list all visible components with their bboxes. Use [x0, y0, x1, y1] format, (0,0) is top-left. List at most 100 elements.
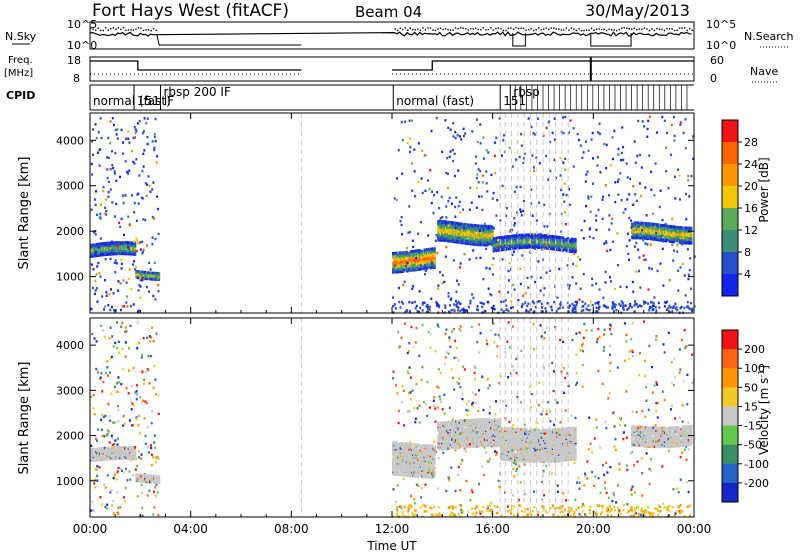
echo-scatter: [681, 243, 684, 246]
echo-cell: [142, 270, 146, 274]
echo-ground: [598, 305, 601, 308]
echo-scatter: [94, 253, 97, 256]
echo-scatter: [104, 505, 107, 509]
echo-scatter: [546, 326, 549, 329]
echo-scatter: [516, 211, 519, 214]
echo-scatter: [672, 488, 675, 491]
echo-cell: [487, 224, 490, 228]
echo-scatter: [498, 335, 501, 339]
echo-scatter: [418, 354, 421, 358]
echo-cell: [464, 229, 468, 233]
echo-scatter: [625, 244, 628, 248]
echo-scatter: [593, 437, 596, 440]
echo-cell: [536, 233, 539, 237]
echo-cell: [568, 244, 571, 248]
echo-ground: [407, 505, 410, 509]
nsearch-dot: [683, 27, 686, 29]
echo-cell: [134, 251, 137, 255]
echo-scatter: [122, 279, 125, 282]
echo-cell: [643, 223, 646, 226]
echo-scatter: [111, 443, 114, 447]
echo-scatter: [459, 325, 462, 328]
echo-scatter: [602, 296, 605, 300]
echo-cell: [91, 243, 94, 247]
echo-scatter: [662, 284, 665, 287]
echo-cell: [418, 249, 421, 252]
echo-scatter: [667, 449, 670, 453]
echo-scatter: [94, 279, 97, 282]
echo-scatter: [96, 265, 99, 268]
echo-ground: [521, 305, 524, 308]
echo-scatter: [613, 425, 616, 428]
nsearch-dot: [439, 27, 442, 29]
echo-cell: [665, 224, 668, 228]
echo-cell: [429, 266, 432, 270]
echo-scatter: [679, 478, 682, 481]
echo-scatter: [407, 350, 410, 353]
echo-scatter: [545, 126, 548, 130]
echo-scatter: [132, 303, 135, 306]
echo-cell: [98, 242, 102, 246]
echo-scatter: [559, 338, 562, 342]
echo-cell: [537, 245, 541, 248]
echo-scatter: [638, 182, 641, 185]
echo-scatter: [132, 366, 135, 370]
echo-scatter: [543, 494, 546, 497]
echo-scatter: [595, 219, 598, 222]
echo-ground: [559, 303, 562, 306]
echo-scatter: [119, 467, 122, 471]
echo-cell: [662, 238, 665, 241]
echo-cell: [639, 236, 643, 240]
cpid-label: CPID: [6, 89, 35, 102]
echo-scatter: [119, 506, 122, 509]
nsearch-dot: [648, 29, 651, 32]
echo-scatter: [687, 174, 690, 178]
echo-ground: [559, 511, 562, 514]
echo-cell: [653, 236, 656, 240]
echo-ground: [483, 310, 486, 314]
echo-scatter: [578, 513, 581, 516]
echo-scatter: [562, 116, 565, 119]
echo-scatter: [576, 132, 579, 136]
echo-cell: [413, 263, 416, 267]
echo-scatter: [632, 290, 635, 293]
echo-scatter: [585, 329, 588, 332]
echo-scatter: [571, 338, 574, 342]
echo-cell: [545, 247, 548, 250]
echo-scatter: [415, 483, 418, 487]
echo-scatter: [612, 157, 615, 161]
nsearch-dot: [107, 29, 110, 31]
echo-scatter: [559, 174, 562, 177]
echo-scatter: [154, 140, 157, 143]
nsearch-dot: [641, 28, 643, 30]
nsearch-dot: [140, 27, 142, 29]
echo-scatter: [637, 248, 640, 251]
echo-cell: [654, 223, 658, 226]
echo-ground: [496, 511, 499, 515]
echo-ground: [651, 301, 654, 304]
echo-scatter: [420, 378, 423, 382]
echo-cell: [652, 238, 655, 241]
echo-scatter: [576, 381, 579, 385]
echo-ground: [516, 511, 519, 515]
echo-ground: [525, 309, 528, 312]
echo-scatter: [147, 368, 150, 372]
echo-ground: [643, 510, 646, 514]
echo-scatter: [473, 371, 476, 375]
echo-ground: [506, 510, 509, 513]
echo-scatter: [656, 401, 659, 405]
echo-cell: [527, 233, 531, 237]
echo-scatter: [451, 505, 454, 508]
echo-scatter: [125, 386, 128, 390]
echo-scatter: [515, 371, 518, 375]
echo-scatter: [128, 347, 131, 350]
echo-scatter: [564, 376, 567, 380]
echo-ground: [459, 515, 462, 518]
nsearch-dot: [487, 28, 490, 31]
echo-scatter: [661, 390, 664, 393]
echo-cell: [530, 233, 533, 237]
echo-scatter: [610, 222, 613, 225]
echo-cell: [113, 252, 117, 256]
echo-cell: [566, 246, 570, 249]
echo-scatter: [94, 190, 97, 193]
